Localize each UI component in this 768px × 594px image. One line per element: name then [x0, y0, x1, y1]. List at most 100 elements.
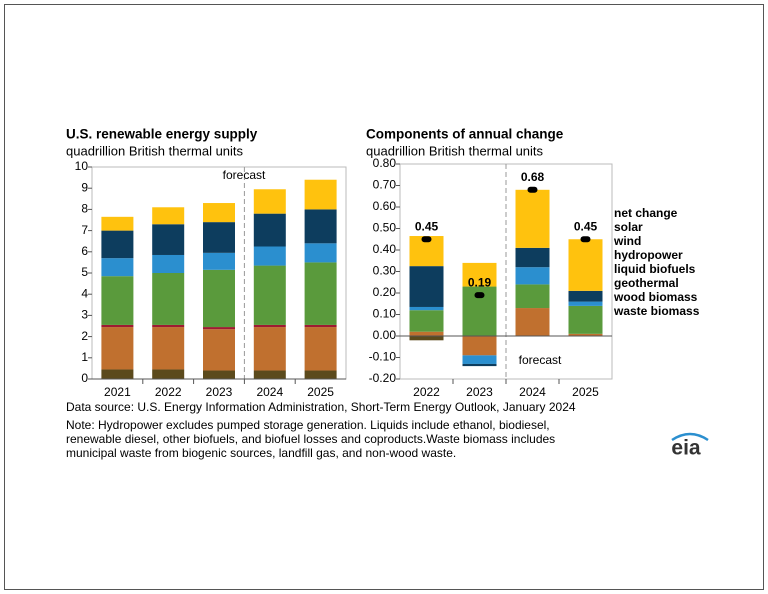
- bar-segment: [409, 306, 444, 311]
- x-tick-label: 2024: [256, 385, 283, 399]
- logo-text: eia: [671, 437, 701, 460]
- x-tick-label: 2021: [104, 385, 131, 399]
- y-tick-label: 9: [81, 180, 88, 194]
- y-tick-label: 0.30: [373, 264, 397, 278]
- bar-segment: [253, 189, 286, 214]
- bar-segment: [568, 301, 603, 306]
- net-change-marker: [580, 236, 591, 243]
- y-tick-label: 5: [81, 265, 88, 279]
- bar-segment: [304, 370, 337, 379]
- x-tick-label: 2022: [413, 385, 440, 399]
- bar-segment: [152, 273, 185, 325]
- bar-segment: [462, 262, 497, 287]
- bar-segment: [101, 230, 134, 259]
- chart-title: Components of annual change: [366, 127, 564, 142]
- note-line: Note: Hydropower excludes pumped storage…: [66, 418, 550, 432]
- logo: eia: [671, 432, 709, 460]
- bar-segment: [515, 267, 550, 285]
- bar-segment: [304, 262, 337, 325]
- bar-segment: [152, 369, 185, 379]
- bar-segment: [101, 276, 134, 325]
- y-tick-label: 0.40: [373, 242, 397, 256]
- x-tick-label: 2025: [307, 385, 334, 399]
- bar-segment: [152, 254, 185, 273]
- bar-segment: [203, 203, 235, 223]
- x-tick-label: 2025: [572, 385, 599, 399]
- bar-segment: [409, 336, 444, 341]
- y-tick-label: 0.50: [373, 221, 397, 235]
- logo-arc: [671, 432, 709, 442]
- annotation: forecast: [223, 168, 266, 182]
- x-tick-label: 2024: [519, 385, 546, 399]
- bar-segment: [304, 179, 337, 210]
- y-tick-label: 10: [75, 159, 89, 173]
- net-change-label: 0.45: [574, 219, 598, 233]
- net-change-marker: [421, 236, 432, 243]
- bar-segment: [462, 336, 497, 356]
- y-tick-label: 0.70: [373, 178, 397, 192]
- bar-segment: [101, 216, 134, 231]
- annotation: forecast: [519, 353, 562, 367]
- y-tick-label: 7: [81, 223, 88, 237]
- bar-segment: [253, 327, 286, 371]
- y-tick-label: 0.80: [373, 156, 397, 170]
- bar-segment: [462, 363, 497, 367]
- bar-segment: [101, 258, 134, 277]
- y-tick-label: -0.20: [369, 371, 397, 385]
- bar-segment: [101, 324, 134, 328]
- bar-segment: [253, 213, 286, 247]
- bar-segment: [203, 370, 235, 379]
- y-tick-label: 6: [81, 244, 88, 258]
- chart-subtitle: quadrillion British thermal units: [366, 143, 544, 158]
- bar-segment: [515, 308, 550, 336]
- y-tick-label: 0.10: [373, 307, 397, 321]
- y-tick-label: 0.60: [373, 199, 397, 213]
- bar-segment: [304, 327, 337, 371]
- y-tick-label: 1: [81, 350, 88, 364]
- bar-segment: [203, 269, 235, 328]
- y-tick-label: 0.00: [373, 328, 397, 342]
- y-tick-label: 8: [81, 202, 88, 216]
- bar-segment: [568, 305, 603, 334]
- bar-segment: [304, 209, 337, 244]
- bar-segment: [568, 333, 603, 336]
- bar-segment: [253, 324, 286, 328]
- x-tick-label: 2022: [155, 385, 182, 399]
- y-tick-label: 2: [81, 329, 88, 343]
- bar-segment: [409, 310, 444, 332]
- legend-entry: waste biomass: [613, 304, 700, 318]
- chart-title: U.S. renewable energy supply: [66, 127, 258, 142]
- y-tick-label: 0.20: [373, 285, 397, 299]
- bar-segment: [152, 327, 185, 370]
- y-tick-label: 0: [81, 371, 88, 385]
- bar-segment: [515, 189, 550, 248]
- chart-subtitle: quadrillion British thermal units: [66, 143, 244, 158]
- legend-entry: hydropower: [614, 248, 683, 262]
- y-tick-label: -0.10: [369, 350, 397, 364]
- net-change-label: 0.45: [415, 219, 439, 233]
- net-change-marker: [527, 186, 538, 193]
- legend-entry: wood biomass: [613, 290, 698, 304]
- net-change-label: 0.68: [521, 170, 545, 184]
- bar-segment: [409, 331, 444, 336]
- bar-segment: [515, 284, 550, 309]
- bar-segment: [568, 290, 603, 302]
- bar-segment: [152, 224, 185, 255]
- bar-segment: [253, 246, 286, 266]
- net-change-label: 0.19: [468, 275, 492, 289]
- source: Data source: U.S. Energy Information Adm…: [66, 400, 576, 414]
- legend-entry: liquid biofuels: [614, 262, 696, 276]
- bar-segment: [568, 239, 603, 291]
- bar-segment: [515, 247, 550, 268]
- y-tick-label: 4: [81, 286, 88, 300]
- x-tick-label: 2023: [466, 385, 493, 399]
- legend-entry: solar: [614, 220, 643, 234]
- bar-segment: [101, 369, 134, 379]
- legend-entry: geothermal: [614, 276, 679, 290]
- bar-segment: [304, 324, 337, 328]
- legend-entry: wind: [613, 234, 641, 248]
- bar-segment: [203, 329, 235, 371]
- y-tick-label: 3: [81, 308, 88, 322]
- bar-segment: [304, 243, 337, 263]
